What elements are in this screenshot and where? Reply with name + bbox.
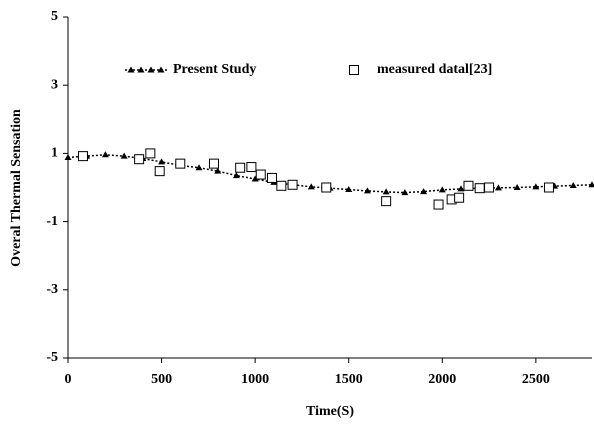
x-tick-label: 2000: [428, 372, 456, 387]
legend-item: Present Study: [125, 62, 256, 77]
legend-label: measured datal[23]: [377, 62, 492, 77]
triangle-marker: [401, 189, 409, 196]
triangle-marker: [438, 186, 446, 193]
x-tick-label: 2500: [522, 372, 550, 387]
triangle-marker: [382, 188, 390, 195]
square-marker: [77, 151, 88, 162]
triangle-marker: [214, 167, 222, 174]
triangle-marker: [195, 164, 203, 171]
square-marker: [463, 180, 474, 191]
triangle-marker: [232, 172, 240, 179]
triangle-marker: [588, 181, 594, 188]
triangle-marker: [494, 184, 502, 191]
triangle-marker: [513, 184, 521, 190]
triangle-marker: [147, 66, 155, 73]
triangle-marker: [101, 151, 109, 158]
triangle-marker: [532, 183, 540, 190]
y-tick-label: -1: [46, 214, 58, 229]
triangle-marker: [420, 188, 428, 195]
square-marker: [246, 162, 257, 173]
square-marker: [154, 166, 165, 177]
square-marker: [484, 182, 495, 193]
square-marker: [145, 148, 156, 159]
triangle-marker: [345, 186, 353, 193]
y-tick-label: 1: [51, 146, 58, 161]
triangle-marker: [157, 66, 165, 73]
x-tick-label: 500: [151, 372, 172, 387]
triangle-marker: [307, 183, 315, 190]
triangle-marker: [120, 152, 128, 159]
y-tick-label: 3: [51, 77, 58, 92]
y-tick-label: 5: [51, 9, 58, 24]
x-tick-label: 1000: [241, 372, 269, 387]
triangle-marker: [251, 175, 259, 182]
square-marker: [474, 183, 485, 194]
triangle-marker: [127, 66, 135, 73]
triangle-marker: [137, 66, 145, 73]
triangle-marker: [457, 185, 465, 192]
square-marker: [255, 169, 266, 180]
square-marker: [381, 196, 392, 207]
square-marker: [543, 182, 554, 193]
square-marker: [321, 182, 332, 193]
square-marker: [433, 199, 444, 210]
triangle-marker: [158, 158, 166, 165]
x-tick-label: 1500: [335, 372, 363, 387]
x-tick-label: 0: [65, 372, 72, 387]
square-marker: [349, 65, 359, 75]
square-marker: [266, 172, 277, 183]
legend-item: measured datal[23]: [349, 62, 492, 77]
triangle-marker: [363, 187, 371, 194]
square-marker: [235, 162, 246, 173]
square-marker: [454, 192, 465, 203]
y-tick-label: -3: [46, 282, 58, 297]
square-marker: [134, 154, 145, 165]
square-marker: [175, 158, 186, 169]
triangle-marker: [64, 153, 72, 160]
square-marker: [208, 158, 219, 169]
triangle-marker: [569, 181, 577, 188]
y-tick-label: -5: [46, 350, 58, 365]
y-axis-label: Overal Thermal Sensation: [9, 109, 24, 267]
legend-label: Present Study: [173, 62, 256, 77]
x-axis-label: Time(S): [306, 404, 354, 419]
square-marker: [276, 180, 287, 191]
square-marker: [287, 179, 298, 190]
